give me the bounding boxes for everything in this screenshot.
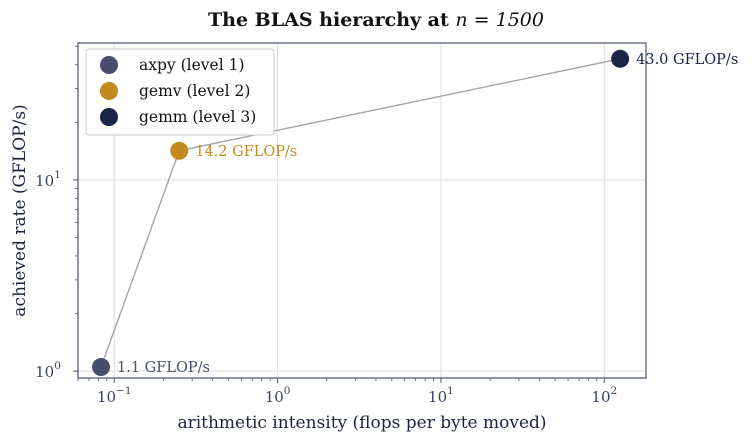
x-tick-label: 101 [428, 385, 454, 406]
grid [78, 43, 646, 378]
data-label: 43.0 GFLOP/s [636, 52, 738, 68]
data-points [92, 49, 630, 377]
data-labels: 1.1 GFLOP/s 14.2 GFLOP/s 43.0 GFLOP/s [117, 52, 738, 376]
x-tick-label: 100 [265, 385, 291, 406]
x-axis-label: arithmetic intensity (flops per byte mov… [177, 413, 546, 433]
axis-ticks: 10−1 100 101 102 100 101 [35, 45, 617, 406]
legend-entry: gemv (level 2) [139, 82, 250, 100]
plot-area [77, 42, 647, 379]
data-point [170, 141, 189, 160]
legend-marker [100, 108, 118, 126]
data-label: 14.2 GFLOP/s [195, 144, 297, 160]
legend-marker [100, 82, 118, 100]
legend-marker [100, 56, 118, 74]
data-label: 1.1 GFLOP/s [117, 360, 210, 376]
legend: axpy (level 1) gemv (level 2) gemm (level … [85, 48, 275, 136]
legend-box [85, 48, 275, 136]
legend-entry: gemm (level 3) [139, 108, 256, 126]
y-tick-label: 101 [35, 169, 61, 190]
y-axis-label: achieved rate (GFLOP/s) [10, 104, 30, 316]
data-point [92, 358, 111, 377]
y-tick-label: 100 [35, 360, 61, 381]
chart-title: The BLAS hierarchy at n = 1500 [208, 9, 544, 31]
legend-entry: axpy (level 1) [139, 56, 245, 74]
x-tick-label: 10−1 [97, 385, 132, 406]
x-tick-label: 102 [591, 385, 617, 406]
data-point [611, 49, 630, 68]
